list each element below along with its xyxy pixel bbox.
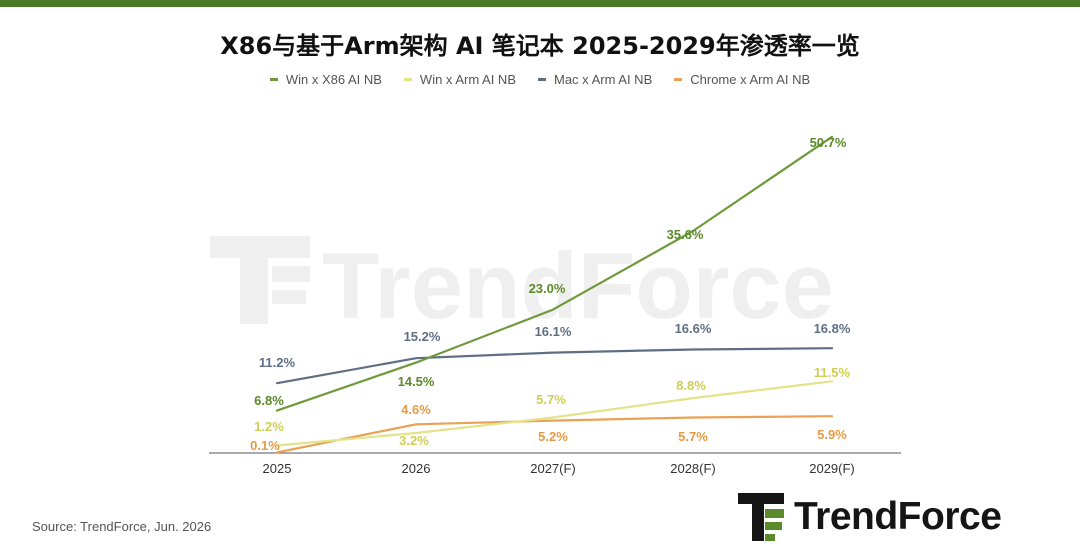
series-lines (275, 135, 834, 454)
data-label: 16.8% (814, 321, 851, 336)
data-label: 5.7% (678, 429, 708, 444)
data-label: 5.9% (817, 427, 847, 442)
x-tick-label: 2026 (402, 461, 431, 476)
brand-name: TrendForce (794, 495, 1002, 538)
data-label: 50.7% (810, 135, 847, 150)
data-label: 6.8% (254, 393, 284, 408)
legend-item: Win x X86 AI NB (269, 72, 382, 87)
legend-label: Win x X86 AI NB (285, 72, 382, 87)
data-label: 11.2% (259, 355, 296, 370)
watermark-mark (210, 236, 310, 324)
legend-item: Mac x Arm AI NB (538, 72, 652, 87)
x-tick-label: 2027(F) (530, 461, 576, 476)
legend-swatch (403, 78, 412, 81)
legend-item: Win x Arm AI NB (403, 72, 516, 87)
data-label: 8.8% (676, 378, 706, 393)
legend-label: Chrome x Arm AI NB (690, 72, 811, 87)
series-line (275, 135, 834, 412)
chart-title: X86与基于Arm架构 AI 笔记本 2025-2029年渗透率一览 (220, 32, 860, 60)
data-label: 15.2% (404, 329, 441, 344)
source-note: Source: TrendForce, Jun. 2026 (32, 519, 212, 534)
data-label: 1.2% (254, 419, 284, 434)
trendforce-logo: TrendForce (738, 492, 1002, 542)
legend-swatch (269, 78, 278, 81)
data-label: 5.7% (536, 392, 566, 407)
watermark-text: TrendForce (322, 233, 834, 338)
x-tick-label: 2025 (263, 461, 292, 476)
data-label: 5.2% (538, 429, 568, 444)
data-label: 23.0% (529, 281, 566, 296)
legend-label: Mac x Arm AI NB (554, 72, 653, 87)
chart-legend: Win x X86 AI NB Win x Arm AI NB Mac x Arm … (0, 72, 1080, 87)
trendforce-mark-icon (738, 493, 784, 541)
x-tick-label: 2029(F) (809, 461, 855, 476)
data-label: 4.6% (401, 402, 431, 417)
data-label: 11.5% (814, 365, 851, 380)
data-label: 16.6% (675, 321, 712, 336)
legend-swatch (538, 78, 546, 81)
series-line (275, 380, 834, 447)
x-axis: 2025 2026 2027(F) 2028(F) 2029(F) (209, 452, 901, 476)
series-line (275, 347, 834, 385)
data-label: 35.6% (667, 227, 704, 242)
data-label: 14.5% (398, 374, 435, 389)
legend-item: Chrome x Arm AI NB (674, 72, 810, 87)
data-label: 16.1% (535, 324, 572, 339)
trendforce-watermark: TrendForce (210, 233, 834, 338)
data-label: 0.1% (250, 438, 280, 453)
legend-label: Win x Arm AI NB (419, 72, 516, 87)
data-label: 3.2% (399, 433, 429, 448)
data-labels: 6.8% 14.5% 23.0% 35.6% 50.7% 1.2% 3.2% 5.7% 8.8%… (250, 135, 851, 453)
series-line (275, 415, 834, 454)
legend-swatch (674, 78, 683, 81)
x-tick-label: 2028(F) (670, 461, 716, 476)
top-accent-bar (0, 0, 1080, 7)
